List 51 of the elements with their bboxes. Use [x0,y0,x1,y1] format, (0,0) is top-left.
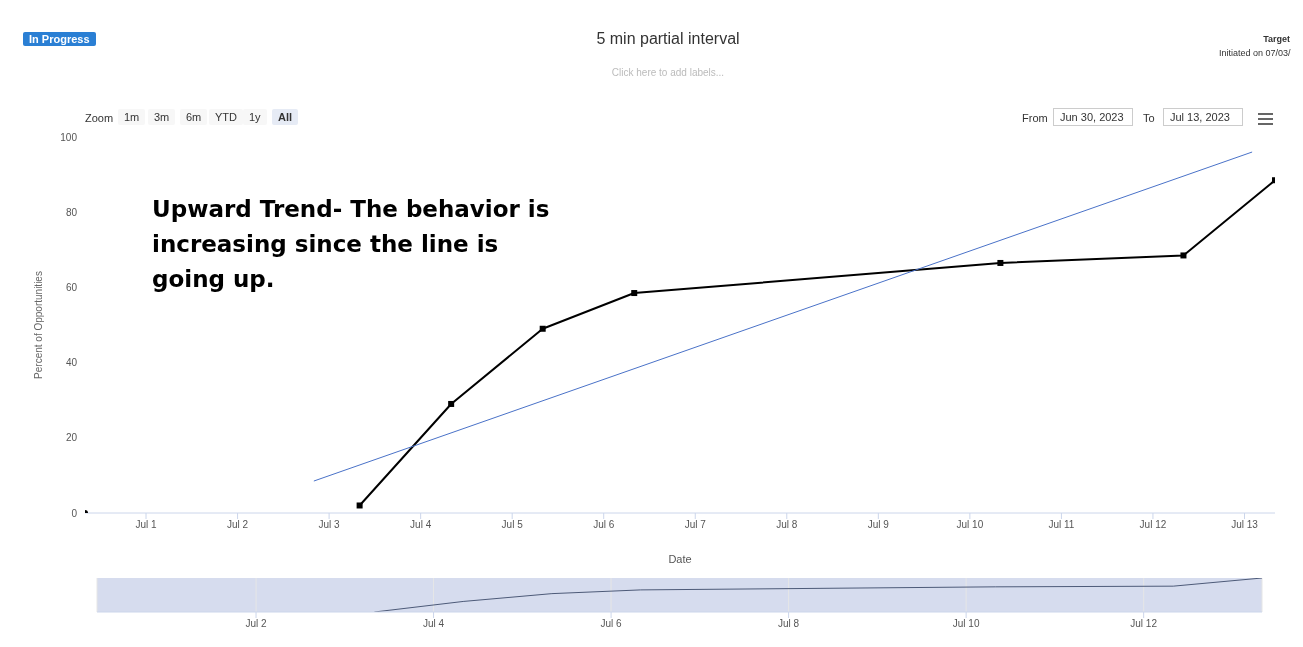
x-tick-label: Jul 6 [593,519,615,531]
x-tick-label: Jul 11 [1048,519,1075,531]
x-tick-label: Jul 12 [1130,618,1158,630]
x-tick-label: Jul 2 [227,519,249,531]
annotation: Upward Trend- The behavior is increasing since the line is going up. [152,195,551,294]
point [539,325,546,332]
x-axis-title: Date [668,553,692,565]
x-tick-label: Jul 13 [1231,519,1259,531]
x-tick-label: Jul 10 [952,618,980,630]
text: All [272,109,299,125]
y-tick-label: 100 [60,131,78,143]
text: Jul 13, 2023 [1163,108,1243,126]
text: To [1143,112,1155,124]
x-tick-label: Jul 4 [410,519,432,531]
x-tick-label: Jul 12 [1139,519,1167,531]
x-tick-label: Jul 8 [778,618,800,630]
y-tick-label: 40 [65,357,78,369]
y-tick-label: 60 [65,281,78,293]
point [631,290,638,297]
point [1180,252,1187,259]
text: 1y [243,109,267,125]
x-tick-label: Jul 6 [600,618,623,630]
point [85,510,88,513]
x-tick-label: Jul 9 [867,519,890,531]
text: 6m [180,109,208,125]
x-tick-label: Jul 8 [776,519,798,531]
text: Target [1263,34,1290,44]
y-axis-title: Percent of Opportunities [32,271,44,379]
text: Initiated on 07/03/ [1219,48,1291,58]
text: Jun 30, 2023 [1053,108,1133,126]
x-tick-label: Jul 1 [135,519,158,531]
text: From [1022,112,1048,124]
x-tick-label: Jul 5 [501,519,524,531]
x-tick-label: Jul 2 [245,618,268,630]
x-tick-label: Jul 7 [684,519,707,531]
point [356,502,363,509]
text: Zoom [85,112,114,124]
text: 1m [118,109,146,125]
y-tick-label: 20 [65,432,78,444]
text: 3m [148,109,176,125]
chart-subtitle: Click here to add labels... [610,67,726,78]
text: In Progress [23,32,96,46]
x-tick-label: Jul 4 [422,618,445,630]
x-tick-label: Jul 10 [956,519,984,531]
y-tick-label: 0 [71,507,78,519]
point [448,400,455,407]
x-tick-label: Jul 3 [318,519,341,531]
text: YTD [209,109,243,125]
chart-title: 5 min partial interval [595,30,741,48]
y-tick-label: 80 [65,206,78,218]
point [997,259,1004,266]
